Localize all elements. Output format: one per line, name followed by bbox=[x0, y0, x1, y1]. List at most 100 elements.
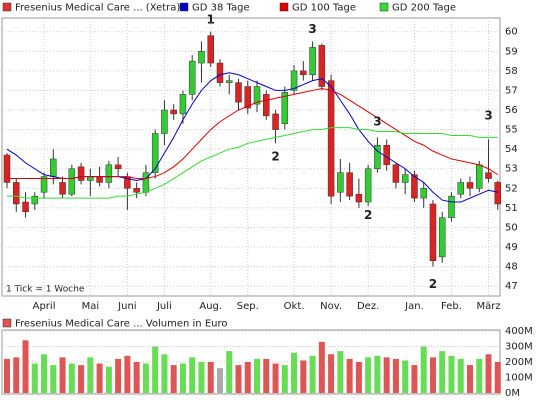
x-tick-label: Mai bbox=[82, 301, 100, 312]
volume-bar bbox=[439, 351, 446, 393]
candle-body bbox=[485, 172, 492, 179]
moving-average bbox=[7, 127, 498, 199]
y-tick-label: 400M bbox=[505, 326, 533, 337]
candle-body bbox=[300, 70, 307, 76]
legend-label: Fresenius Medical Care ... (Xetra) bbox=[15, 3, 180, 14]
candle-body bbox=[327, 80, 335, 197]
volume-bar bbox=[13, 357, 20, 393]
candle-body bbox=[383, 145, 390, 166]
x-tick-label: Sep. bbox=[237, 301, 259, 312]
candle-body bbox=[346, 172, 353, 197]
annotation: 2 bbox=[364, 208, 372, 222]
candle-body bbox=[244, 86, 252, 109]
candle-body bbox=[355, 193, 363, 203]
candle-body bbox=[364, 168, 372, 203]
candle-body bbox=[170, 109, 177, 115]
legend-swatch bbox=[379, 2, 389, 12]
volume-bar bbox=[420, 346, 427, 393]
volume-bar bbox=[31, 363, 38, 393]
x-tick-label: Aug. bbox=[199, 301, 222, 312]
x-tick-label: Jan. bbox=[404, 301, 424, 312]
volume-bar bbox=[457, 358, 464, 393]
candle-body bbox=[466, 182, 474, 189]
legend-label: GD 38 Tage bbox=[192, 3, 250, 14]
legend-swatch bbox=[2, 318, 12, 328]
x-tick-label: März bbox=[476, 301, 500, 312]
y-tick-label: 56 bbox=[505, 105, 518, 116]
x-tick-label: Nov. bbox=[320, 301, 342, 312]
candle-body bbox=[448, 195, 455, 218]
y-tick-label: 300M bbox=[505, 342, 533, 353]
candle-body bbox=[429, 203, 437, 262]
legend-label: Fresenius Medical Care ... Volumen in Eu… bbox=[15, 319, 227, 330]
x-tick-label: Juli bbox=[156, 301, 172, 312]
volume-bar bbox=[244, 362, 251, 393]
y-tick-label: 54 bbox=[505, 144, 518, 155]
volume-bar bbox=[235, 365, 242, 393]
candle-body bbox=[290, 70, 298, 91]
candle-body bbox=[105, 164, 113, 183]
volume-bar bbox=[318, 341, 325, 393]
y-tick-label: 60 bbox=[505, 27, 518, 38]
candle-body bbox=[411, 174, 418, 199]
y-tick-label: 50 bbox=[505, 222, 518, 233]
candle-body bbox=[31, 195, 39, 205]
volume-bar bbox=[96, 363, 103, 393]
x-tick-label: Okt. bbox=[284, 301, 305, 312]
volume-bar bbox=[105, 366, 112, 393]
volume-bar bbox=[374, 355, 381, 393]
candle-body bbox=[374, 145, 381, 169]
volume-bar bbox=[41, 354, 48, 393]
volume-bar bbox=[485, 354, 492, 393]
y-tick-label: 52 bbox=[505, 183, 518, 194]
volume-bar bbox=[300, 360, 307, 393]
volume-bar bbox=[161, 354, 168, 393]
candle-body bbox=[22, 201, 29, 213]
y-tick-label: 53 bbox=[505, 164, 518, 175]
x-tick-label: Dez. bbox=[357, 301, 379, 312]
volume-bar bbox=[59, 357, 66, 393]
annotation: 3 bbox=[373, 114, 381, 128]
volume-bar bbox=[226, 351, 233, 393]
annotation: 2 bbox=[271, 150, 279, 164]
volume-bar bbox=[189, 357, 196, 393]
legend-swatch bbox=[179, 2, 189, 12]
volume-bar bbox=[198, 362, 205, 393]
volume-bar bbox=[254, 358, 261, 393]
volume-bar bbox=[152, 346, 159, 393]
candle-body bbox=[216, 62, 224, 83]
volume-bar bbox=[142, 363, 149, 393]
legend-swatch bbox=[279, 2, 289, 12]
candle-body bbox=[235, 82, 242, 103]
y-tick-label: 49 bbox=[505, 242, 518, 253]
candle-body bbox=[253, 86, 261, 105]
candle-body bbox=[188, 60, 196, 95]
y-tick-label: 51 bbox=[505, 203, 518, 214]
candle-body bbox=[457, 182, 464, 195]
volume-bar bbox=[22, 340, 29, 393]
annotation: 1 bbox=[207, 12, 215, 26]
y-tick-label: 55 bbox=[505, 125, 518, 136]
volume-bar bbox=[494, 362, 501, 393]
y-tick-label: 0M bbox=[505, 388, 520, 399]
legend-label: GD 200 Tage bbox=[392, 3, 456, 14]
volume-bar bbox=[124, 355, 131, 393]
annotation: 3 bbox=[308, 22, 316, 36]
candle-body bbox=[68, 168, 76, 195]
volume-bar bbox=[346, 358, 353, 393]
volume-bar bbox=[328, 354, 335, 393]
candle-body bbox=[420, 188, 427, 199]
y-tick-label: 59 bbox=[505, 46, 518, 57]
volume-bar bbox=[476, 358, 483, 393]
volume-bar bbox=[355, 362, 362, 393]
y-tick-label: 58 bbox=[505, 66, 518, 77]
y-tick-label: 57 bbox=[505, 85, 518, 96]
candle-body bbox=[263, 94, 270, 117]
candle-body bbox=[87, 176, 94, 181]
candle-body bbox=[207, 35, 214, 64]
volume-bar bbox=[281, 365, 288, 393]
volume-bar bbox=[216, 368, 223, 393]
candle-body bbox=[494, 182, 502, 205]
volume-bar bbox=[87, 357, 94, 393]
candle-body bbox=[96, 176, 103, 183]
